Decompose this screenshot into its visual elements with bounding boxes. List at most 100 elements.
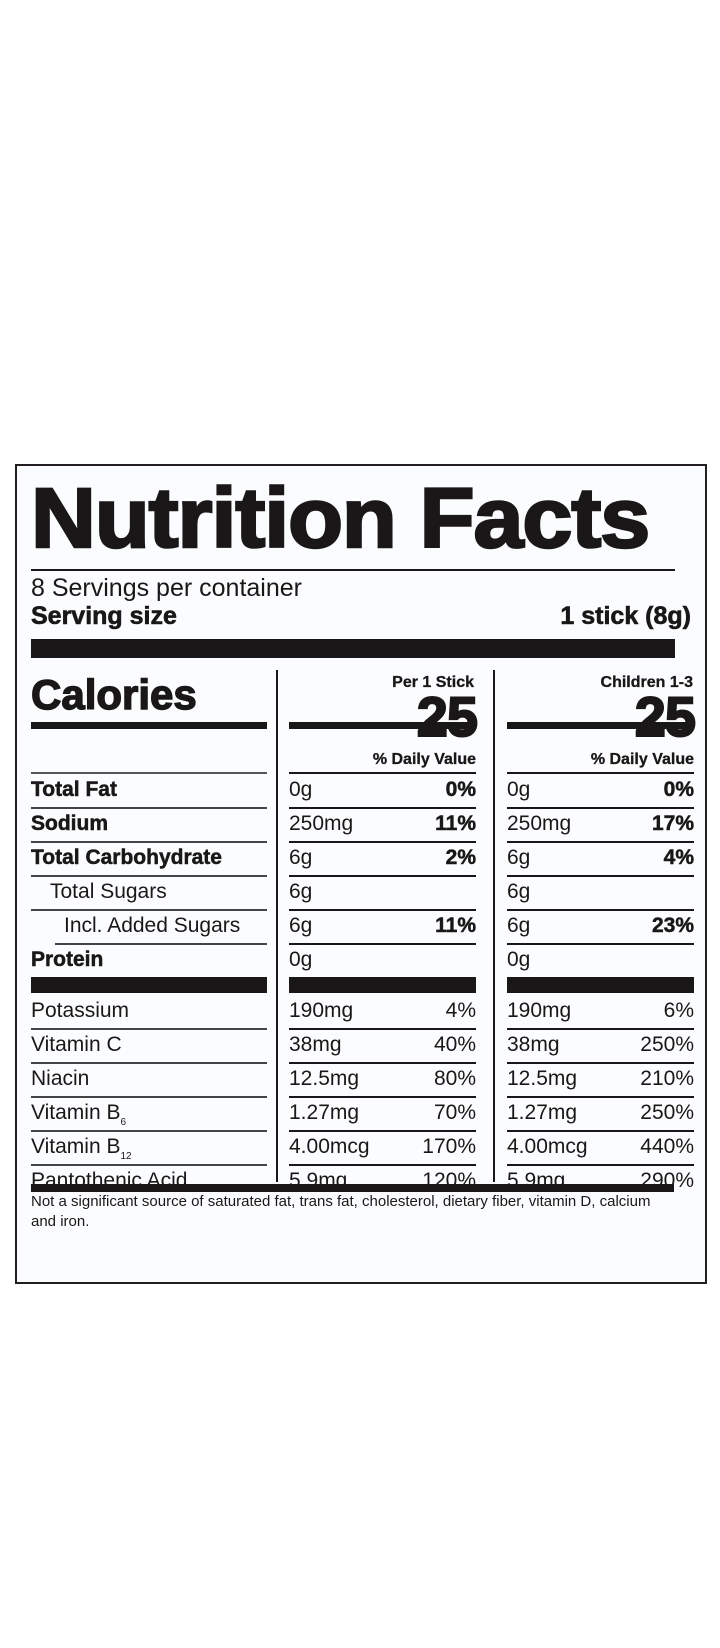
row-line [507,943,694,945]
nutrient-dv: 11% [435,812,476,836]
nutrition-facts-label: Nutrition Facts 8 Servings per container… [15,464,707,1284]
row-line [289,909,476,911]
row-line [31,1164,267,1166]
calories-bar-col2 [507,722,694,729]
row-line [31,1062,267,1064]
vitamin-dv: 250% [640,1033,694,1056]
nutrient-dv: 23% [651,914,695,938]
nutrient-name: Protein [31,948,104,972]
row-line [31,1130,267,1132]
column-header-per-stick: Per 1 Stick [392,674,474,691]
protein-thick-bar-col1 [289,977,476,993]
vitamin-amount: 38mg [289,1033,342,1056]
nutrient-amount: 6g [507,880,531,903]
vitamin-col2: 4.00mcg 440% [507,1131,694,1164]
nutrient-name: Total Carbohydrate [31,846,222,870]
dv-header-col2: % Daily Value [590,751,694,768]
vitamin-name-text: Vitamin B [31,1135,121,1158]
protein-thick-bar-left [31,977,267,993]
vitamin-amount: 190mg [507,999,572,1022]
vitamin-name: Niacin [31,1067,90,1090]
nutrient-dv: 0% [663,778,694,802]
nutrient-amount: 6g [507,846,531,869]
title-divider [31,569,675,571]
footer-thick-bar [31,1184,674,1192]
nutrient-amount: 250mg [289,812,354,835]
vitamin-dv: 210% [640,1067,694,1090]
vitamin-dv: 440% [640,1135,694,1158]
nutrient-name: Sodium [31,812,109,836]
vitamin-row-vitamin-b6: Vitamin B6 [31,1097,267,1130]
nutrient-col1: 0g 0% [289,774,476,807]
row-line [507,841,694,843]
vitamin-col2: 190mg 6% [507,995,694,1028]
vitamin-col2: 1.27mg 250% [507,1097,694,1130]
nutrient-col1: 6g 2% [289,842,476,875]
vitamin-dv: 4% [445,999,476,1022]
nutrient-dv: 17% [651,812,695,836]
calories-value-children: 25 [634,685,697,748]
vitamin-amount: 1.27mg [507,1101,578,1124]
nutrient-name: Total Fat [31,778,117,802]
row-line [507,1164,694,1166]
row-line [289,1164,476,1166]
row-line [507,875,694,877]
vitamin-col1: 190mg 4% [289,995,476,1028]
nutrient-col2: 0g 0% [507,774,694,807]
column-divider-2 [493,670,495,1182]
serving-size-value: 1 stick (8g) [560,602,691,631]
nutrient-dv: 2% [445,846,476,870]
row-line [289,772,476,774]
label-title: Nutrition Facts [30,471,652,565]
column-header-children: Children 1-3 [600,674,693,691]
vitamin-row-vitamin-c: Vitamin C [31,1029,267,1062]
nutrient-col2: 6g [507,876,694,909]
nutrient-col2: 6g 23% [507,910,694,943]
row-line [507,1028,694,1030]
nutrient-row-total-fat: Total Fat [31,774,267,807]
row-line [31,1028,267,1030]
row-line [31,909,267,911]
vitamin-dv: 40% [433,1033,476,1056]
row-line [31,1096,267,1098]
vitamin-name: Potassium [31,999,130,1022]
serving-thick-bar [31,639,675,658]
vitamin-amount: 4.00mcg [507,1135,588,1158]
nutrient-col2: 250mg 17% [507,808,694,841]
vitamin-name: Vitamin C [31,1033,122,1056]
row-line [31,772,267,774]
nutrient-name: Incl. Added Sugars [64,914,241,937]
vitamin-subscript: 6 [120,1117,127,1128]
nutrient-amount: 250mg [507,812,572,835]
calories-label: Calories [30,671,197,718]
nutrient-col1: 250mg 11% [289,808,476,841]
servings-per-container: 8 Servings per container [31,574,302,602]
nutrient-col1: 6g 11% [289,910,476,943]
nutrient-row-total-carbohydrate: Total Carbohydrate [31,842,267,875]
nutrient-amount: 0g [507,778,531,801]
vitamin-dv: 6% [663,999,694,1022]
row-line [507,1062,694,1064]
nutrient-dv: 0% [445,778,476,802]
nutrient-amount: 6g [289,846,313,869]
nutrient-col2: 6g 4% [507,842,694,875]
nutrient-row-sodium: Sodium [31,808,267,841]
row-line [289,1028,476,1030]
row-line [289,841,476,843]
vitamin-col1: 38mg 40% [289,1029,476,1062]
nutrient-amount: 6g [289,880,313,903]
nutrient-row-total-sugars: Total Sugars [31,876,267,909]
vitamin-subscript: 12 [120,1151,132,1162]
vitamin-amount: 4.00mcg [289,1135,370,1158]
row-line [289,1062,476,1064]
row-line [507,807,694,809]
row-line [31,875,267,877]
column-divider-1 [276,670,278,1182]
serving-size-label: Serving size [31,602,178,631]
nutrient-amount: 0g [289,778,313,801]
row-line [289,1130,476,1132]
vitamin-col1: 4.00mcg 170% [289,1131,476,1164]
vitamin-dv: 170% [422,1135,476,1158]
row-line [507,909,694,911]
vitamin-col1: 1.27mg 70% [289,1097,476,1130]
